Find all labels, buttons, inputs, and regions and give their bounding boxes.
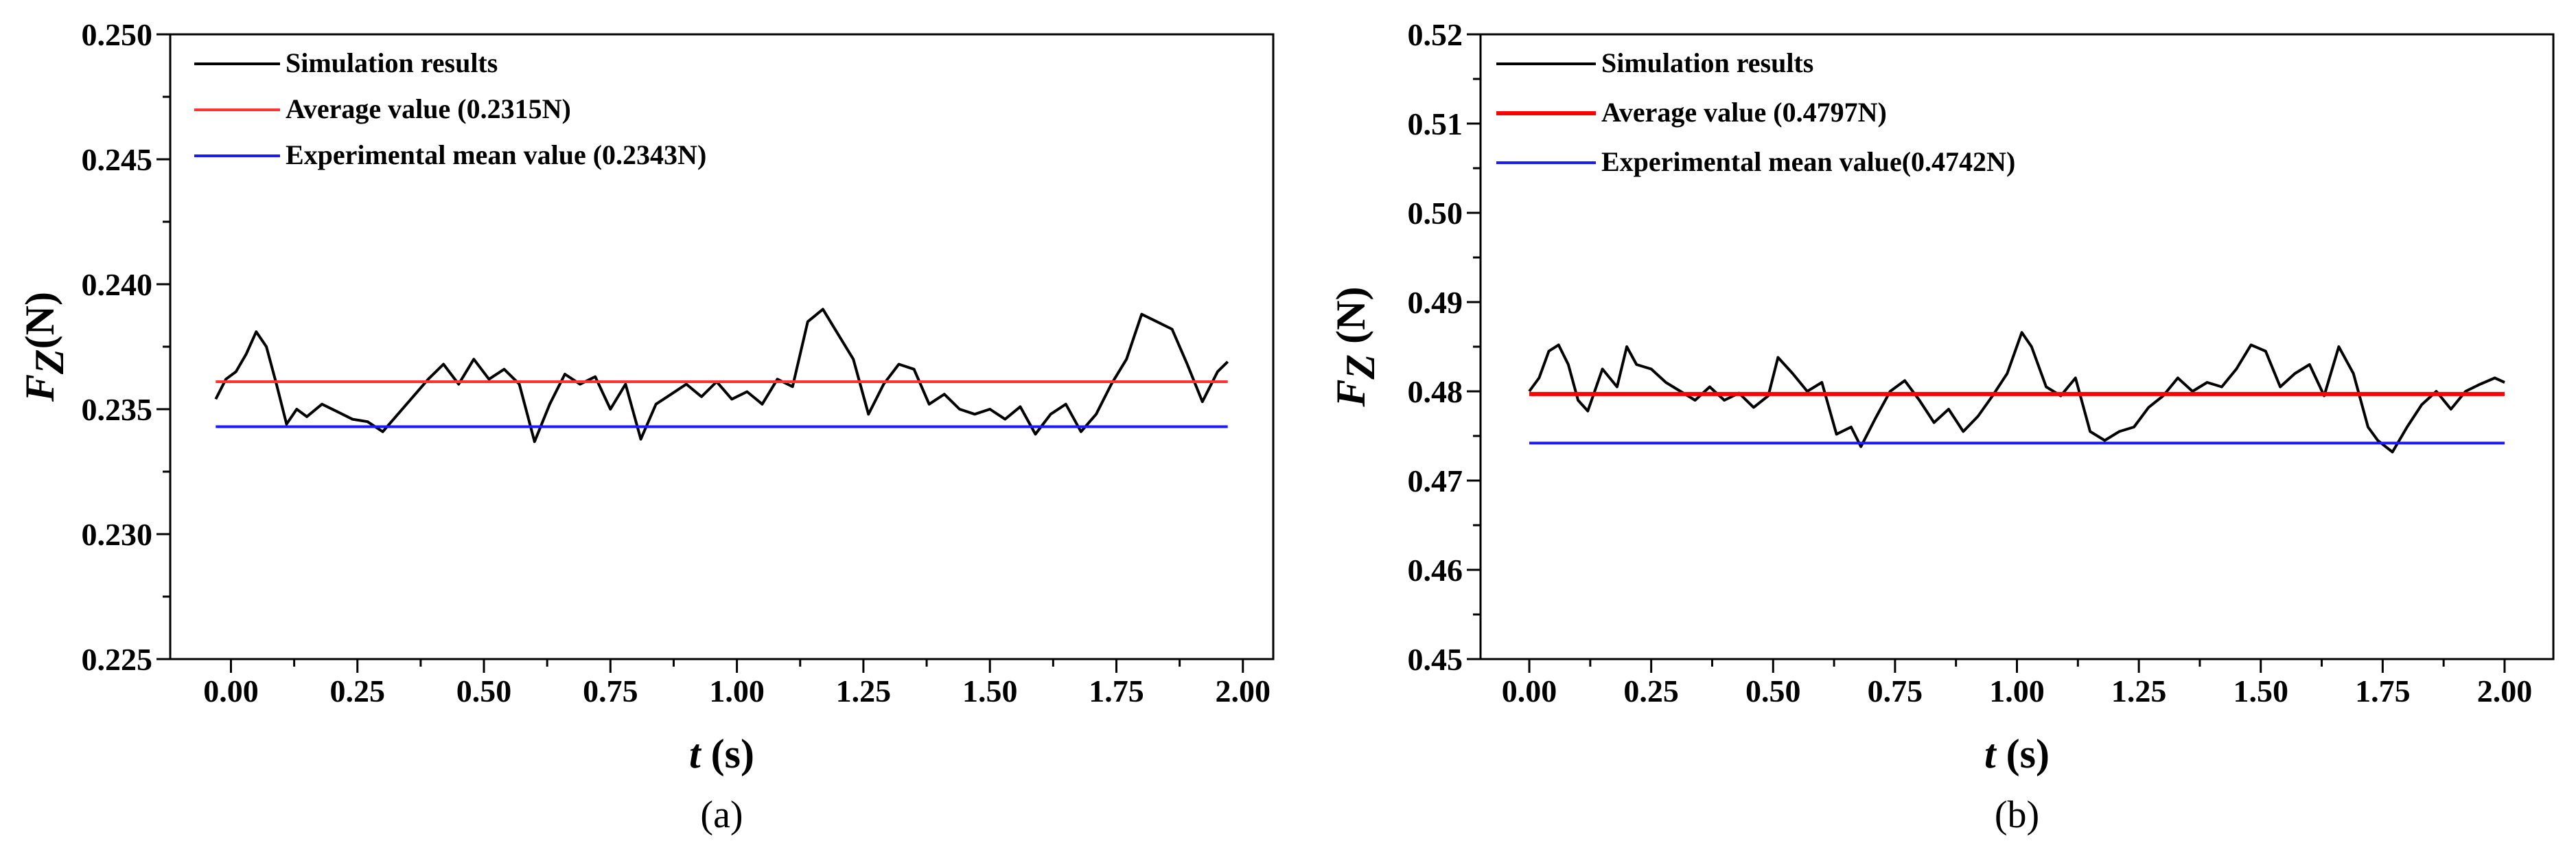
y-axis-subscript: Z [1338,354,1383,380]
y-axis-title: FZ (N) [1328,287,1383,408]
x-tick-label: 1.50 [2233,673,2288,709]
legend-label: Experimental mean value(0.4742N) [1601,146,2015,177]
x-tick-label: 1.00 [1989,673,2045,709]
y-axis-unit: (N) [1328,287,1373,354]
x-tick-label: 1.00 [709,673,765,709]
x-tick-label: 0.50 [456,673,512,709]
panel-label: (b) [1995,794,2039,836]
x-tick-label: 0.25 [1623,673,1679,709]
chart-b: 0.45 0.46 0.47 0.48 0.49 0.50 0.51 0.52 0.00 0.25… [1328,17,2555,836]
x-tick-label: 0.75 [583,673,638,709]
y-tick-label: 0.50 [1408,196,1463,231]
chart-a: 0.225 0.230 0.235 0.240 0.245 0.250 0.00 0.25 0.… [17,17,1275,836]
x-tick-label: 0.00 [1502,673,1557,709]
legend-label: Simulation results [286,47,498,78]
y-tick-label: 0.230 [82,517,153,552]
y-tick-label: 0.245 [82,142,153,177]
x-tick-label: 2.00 [1216,673,1271,709]
y-tick-label: 0.51 [1408,106,1463,141]
y-tick-label: 0.250 [82,17,153,52]
x-axis-symbol: t [1984,731,1997,776]
y-tick-label: 0.45 [1408,642,1463,677]
x-tick-label: 0.25 [329,673,385,709]
y-axis-symbol: F [1328,379,1373,407]
y-axis-subscript: Z [27,349,72,375]
y-axis-symbol: F [17,374,62,402]
y-tick-label: 0.49 [1408,285,1463,320]
x-tick-label: 0.00 [203,673,259,709]
legend-label: Simulation results [1601,47,1813,78]
legend-label: Experimental mean value (0.2343N) [286,139,706,170]
y-tick-label: 0.48 [1408,374,1463,409]
series-line [214,308,1229,444]
panel-label: (a) [700,794,743,836]
x-axis-unit: (s) [1996,731,2050,776]
y-tick-label: 0.240 [82,267,153,302]
y-tick-label: 0.225 [82,642,153,677]
x-axis-title: t (s) [689,731,754,776]
y-tick-label: 0.235 [82,392,153,427]
y-tick-label: 0.46 [1408,553,1463,588]
x-tick-label: 1.25 [2111,673,2167,709]
legend-label: Average value (0.4797N) [1601,97,1887,128]
y-axis-unit: (N) [17,292,62,349]
x-tick-label: 1.25 [836,673,892,709]
series-line [1528,331,2505,454]
plot-frame [169,33,1275,660]
x-axis-symbol: t [689,731,702,776]
x-axis-unit: (s) [701,731,754,776]
x-tick-label: 0.75 [1868,673,1923,709]
x-tick-label: 2.00 [2477,673,2533,709]
x-tick-label: 1.75 [2355,673,2411,709]
x-tick-label: 1.50 [962,673,1018,709]
y-tick-label: 0.47 [1408,463,1463,498]
x-axis-title: t (s) [1984,731,2050,776]
y-tick-label: 0.52 [1408,17,1463,52]
x-tick-label: 1.75 [1089,673,1144,709]
y-axis-title: FZ(N) [17,292,72,402]
legend-label: Average value (0.2315N) [286,93,571,124]
x-tick-label: 0.50 [1745,673,1801,709]
